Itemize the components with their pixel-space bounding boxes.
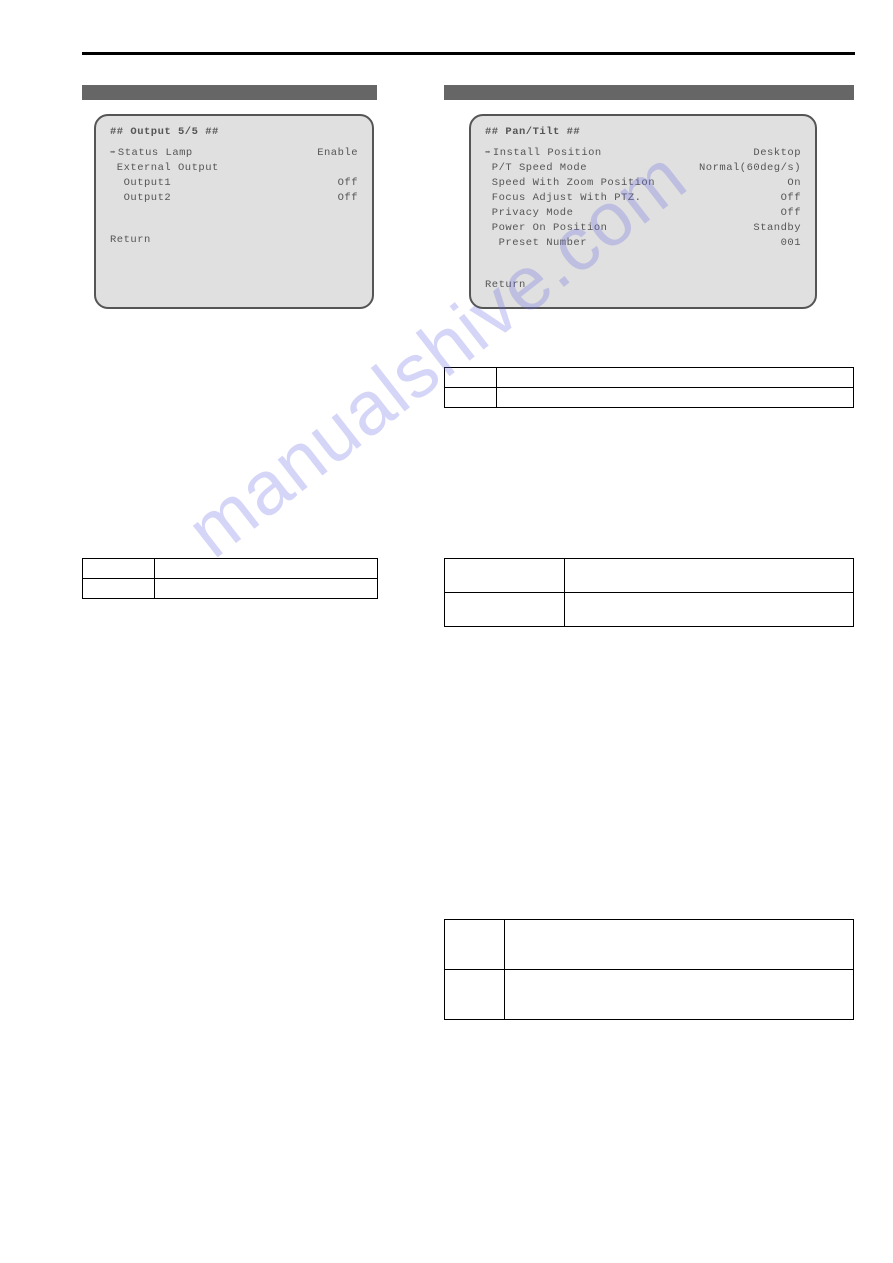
cell — [496, 388, 853, 408]
panel-return: Return — [110, 234, 358, 246]
row-label: Install Position — [485, 146, 602, 161]
panel-title: ## Pan/Tilt ## — [485, 126, 801, 138]
cell — [83, 579, 155, 599]
panel-row: Status Lamp Enable — [110, 146, 358, 161]
cell — [83, 559, 155, 579]
panel-row: Privacy Mode Off — [485, 206, 801, 221]
cell — [154, 559, 377, 579]
cell — [445, 593, 565, 627]
table-row — [445, 559, 854, 593]
panel-rows: Status Lamp Enable External Output Output… — [110, 146, 358, 206]
top-rule — [82, 52, 855, 55]
row-value: Off — [338, 176, 358, 191]
table-c — [444, 558, 854, 627]
row-value: Off — [338, 191, 358, 206]
osd-panel-pantilt: ## Pan/Tilt ## Install Position Desktop P… — [469, 114, 817, 309]
row-value: On — [787, 176, 801, 191]
panel-row: Output1 Off — [110, 176, 358, 191]
row-label: External Output — [110, 161, 219, 176]
cell — [504, 920, 853, 970]
panel-row: Power On Position Standby — [485, 221, 801, 236]
table-row — [445, 593, 854, 627]
cell — [154, 579, 377, 599]
row-label: Focus Adjust With PTZ. — [485, 191, 641, 206]
panel-row: Output2 Off — [110, 191, 358, 206]
row-value: Off — [781, 191, 801, 206]
row-label: Output2 — [110, 191, 171, 206]
row-label: Preset Number — [485, 236, 587, 251]
table-row — [445, 920, 854, 970]
table-d — [444, 919, 854, 1020]
row-value: Off — [781, 206, 801, 221]
table-row — [83, 559, 378, 579]
panel-row: Speed With Zoom Position On — [485, 176, 801, 191]
row-label: Speed With Zoom Position — [485, 176, 655, 191]
row-label: Status Lamp — [110, 146, 193, 161]
row-label: P/T Speed Mode — [485, 161, 587, 176]
panel-title: ## Output 5/5 ## — [110, 126, 358, 138]
row-value: Desktop — [753, 146, 801, 161]
table-row — [445, 388, 854, 408]
cell — [564, 559, 853, 593]
panel-row: Preset Number 001 — [485, 236, 801, 251]
row-value: 001 — [781, 236, 801, 251]
cell — [504, 970, 853, 1020]
cell — [445, 920, 505, 970]
table-row — [445, 970, 854, 1020]
panel-return: Return — [485, 279, 801, 291]
panel-row: Focus Adjust With PTZ. Off — [485, 191, 801, 206]
cell — [445, 388, 497, 408]
row-label: Power On Position — [485, 221, 607, 236]
section-bar-right — [444, 85, 854, 100]
cell — [445, 970, 505, 1020]
cell — [445, 368, 497, 388]
cell — [496, 368, 853, 388]
cell — [564, 593, 853, 627]
table-row — [83, 579, 378, 599]
section-bar-left — [82, 85, 377, 100]
panel-row: P/T Speed Mode Normal(60deg/s) — [485, 161, 801, 176]
row-label: Output1 — [110, 176, 171, 191]
panel-row: Install Position Desktop — [485, 146, 801, 161]
row-value: Enable — [317, 146, 358, 161]
cell — [445, 559, 565, 593]
osd-panel-output: ## Output 5/5 ## Status Lamp Enable Exter… — [94, 114, 374, 309]
panel-rows: Install Position Desktop P/T Speed Mode No… — [485, 146, 801, 251]
table-row — [445, 368, 854, 388]
table-a — [444, 367, 854, 408]
table-b — [82, 558, 378, 599]
row-value: Normal(60deg/s) — [699, 161, 801, 176]
panel-row: External Output — [110, 161, 358, 176]
row-value: Standby — [753, 221, 801, 236]
row-label: Privacy Mode — [485, 206, 573, 221]
